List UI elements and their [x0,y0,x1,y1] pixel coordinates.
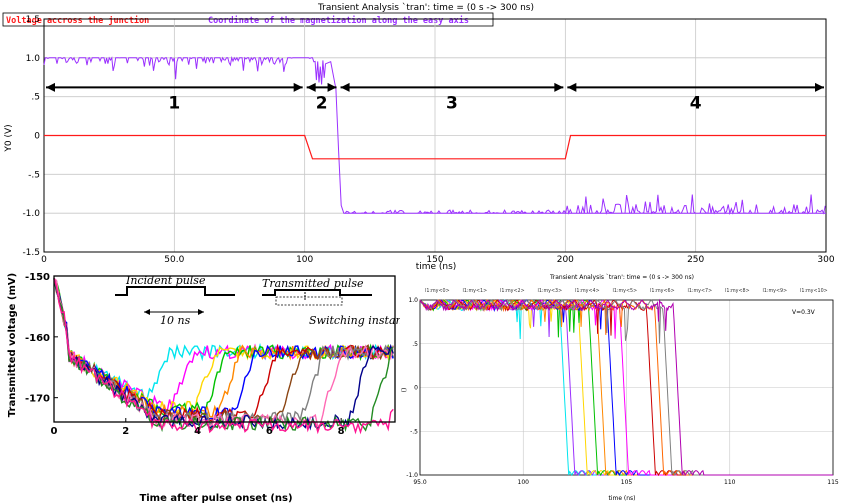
br-x-tick-label: 115 [827,479,839,486]
br-annotation-voltage: V=0.3V [792,309,816,316]
magnetization-trace [419,298,833,477]
transmitted-pulse-shape [262,289,372,296]
chart-title: Transient Analysis `tran': time = (0 s -… [317,2,534,13]
y-tick-label: .5 [31,93,40,103]
bl-y-tick-label: -150 [25,272,50,283]
br-legend-entry: l1:my<8> [725,288,750,294]
br-grid [419,299,834,476]
region-arrowhead-right [815,82,824,92]
br-y-tick-label: 1.0 [408,297,418,304]
bottom-right-chart-panel: Transient Analysis `tran': time = (0 s -… [400,270,853,503]
region-label: 3 [446,93,458,113]
transmitted-trace [53,278,394,435]
bl-y-tick-label: -170 [25,394,50,405]
br-y-axis-label: () [401,388,408,393]
br-legend-entry: l1:my<0> [425,288,450,294]
ten-ns-label: 10 ns [160,314,191,327]
top-series [43,55,826,216]
x-tick-label: 50.0 [164,255,184,265]
br-legend-entry: l1:my<6> [650,288,675,294]
region-label: 2 [316,93,328,113]
bl-axes: 0 2 4 6 8 -150 -160 -170 [25,272,396,437]
br-y-tick-label: -1.0 [406,472,418,479]
region-arrowhead-left [46,82,55,92]
region-arrowhead-left [306,82,316,92]
top-chart: Transient Analysis `tran': time = (0 s -… [2,2,835,270]
transmitted-pulse-label: Transmitted pulse [262,277,364,290]
region-label: 1 [168,93,180,113]
br-x-tick-label: 95.0 [413,479,427,486]
br-x-axis-label: time (ns) [608,495,635,502]
incident-pulse-label: Incident pulse [125,274,206,287]
y-tick-label: 0 [34,132,40,142]
br-legend-entry: l1:my<9> [763,288,788,294]
region-arrowhead-left [340,82,350,92]
br-legend-entry: l1:my<3> [538,288,563,294]
br-legend: l1:my<0> l1:my<1> l1:my<2> l1:my<3> l1:my<4>… [425,288,828,294]
x-tick-label: 200 [557,255,574,265]
bl-annotations: Incident pulse 10 ns Transmitted pulse S… [115,274,400,327]
br-legend-entry: l1:my<5> [613,288,638,294]
y-tick-label: 1.0 [26,54,41,64]
switching-instant-label: Switching instant [309,314,400,327]
x-tick-label: 300 [817,255,834,265]
br-x-tick-label: 110 [724,479,736,486]
br-y-tick-label: 0 [414,385,418,392]
bl-x-tick-label: 6 [266,426,273,437]
br-legend-entry: l1:my<4> [575,288,600,294]
region-arrowhead-right [554,82,564,92]
br-legend-entry: l1:my<10> [800,288,828,294]
region-arrowhead-left [567,82,577,92]
br-legend-entry: l1:my<1> [463,288,488,294]
br-chart-title: Transient Analysis `tran': time = (0 s -… [549,274,694,281]
br-ticks: 95.0 100 105 110 115 1.0 .5 0 -.5 -1.0 [406,297,839,486]
x-tick-label: 0 [41,255,47,265]
br-x-tick-label: 100 [518,479,530,486]
magnetization-line [43,55,826,216]
x-tick-label: 150 [426,255,443,265]
y-tick-label: 1.5 [26,15,40,25]
top-ticks: 0 50.0 100 150 200 250 300 1.5 1.0 .5 0 -.5 -1.0 -1.5 [22,15,834,265]
y-axis-label: Y0 (V) [4,124,14,152]
br-legend-entry: l1:my<2> [500,288,525,294]
x-axis-label: time (ns) [416,262,457,270]
voltage-line [44,134,826,160]
ten-ns-arrowhead-right [198,309,204,315]
bl-plot-frame [53,275,396,423]
br-y-tick-label: -.5 [410,428,418,435]
transmitted-trace [53,278,394,428]
legend-magnetization: Coordinate of the magnetization along th… [208,15,469,26]
bl-x-tick-label: 8 [338,426,345,437]
br-legend-entry: l1:my<7> [688,288,713,294]
bl-y-tick-label: -160 [25,333,50,344]
transmitted-trace [53,277,394,430]
region-arrowhead-right [327,82,337,92]
bl-x-tick-label: 0 [51,426,58,437]
switching-box [275,296,343,306]
legend-voltage: Voltage accross the junction [6,15,149,26]
bl-x-tick-label: 4 [194,426,201,437]
br-x-tick-label: 105 [621,479,633,486]
y-tick-label: -.5 [28,170,40,180]
bottom-left-chart: 0 2 4 6 8 -150 -160 -170 Incident pulse 10 ns T… [7,272,400,503]
top-chart-panel: Transient Analysis `tran': time = (0 s -… [2,2,835,270]
bottom-right-chart: Transient Analysis `tran': time = (0 s -… [401,274,839,502]
bl-x-tick-label: 2 [122,426,129,437]
y-tick-label: -1.0 [22,209,40,219]
bl-x-axis-label: Time after pulse onset (ns) [139,493,292,503]
region-label: 4 [690,93,702,113]
ten-ns-arrowhead-left [144,309,150,315]
br-y-tick-label: .5 [412,341,418,348]
x-tick-label: 100 [296,255,313,265]
x-tick-label: 250 [687,255,704,265]
y-tick-label: -1.5 [22,248,40,258]
br-series [419,298,833,477]
bl-y-axis-label: Transmitted voltage (mV) [7,273,18,417]
bottom-left-chart-panel: 0 2 4 6 8 -150 -160 -170 Incident pulse 10 ns T… [0,270,400,503]
region-arrowhead-right [293,82,303,92]
incident-pulse-shape [115,286,235,296]
region-arrows: 1 2 3 4 [46,82,824,113]
